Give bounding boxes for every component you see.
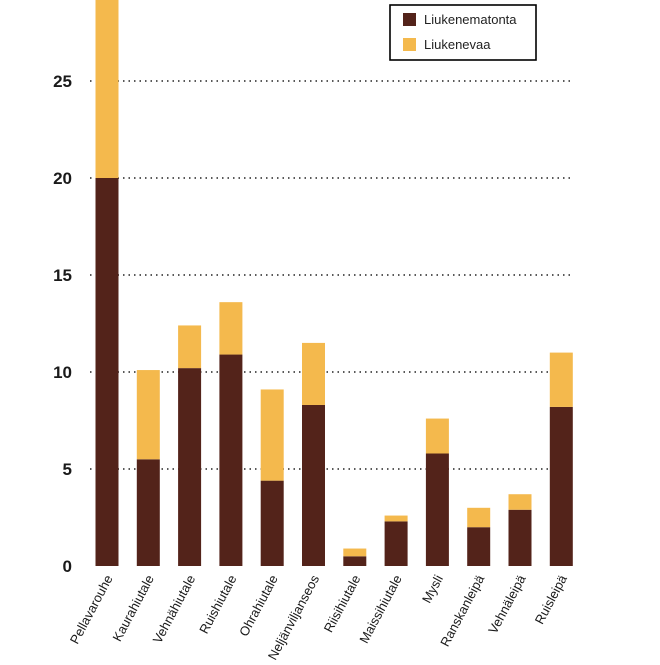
legend-swatch-liukenematonta (403, 13, 416, 26)
legend-label-liukenevaa: Liukenevaa (424, 37, 491, 52)
bar-segment-liukenematonta (508, 509, 532, 566)
bar-segment-liukenevaa (425, 418, 449, 454)
bar-segment-liukenematonta (425, 453, 449, 566)
bar-segment-liukenevaa (136, 370, 160, 460)
bar-segment-liukenematonta (467, 527, 491, 566)
bar-segment-liukenematonta (178, 368, 202, 566)
x-category-label: Pellavarouhe (67, 572, 116, 646)
bar-segment-liukenematonta (136, 459, 160, 566)
x-category-label: Riisihiutale (321, 572, 364, 635)
y-tick-label: 20 (53, 169, 72, 188)
bar-segment-liukenematonta (219, 354, 243, 566)
x-category-label: Vehnäleipä (485, 572, 529, 637)
bar-segment-liukenevaa (178, 325, 202, 369)
bar-segment-liukenematonta (95, 178, 119, 566)
x-category-label: Maissihiutale (356, 572, 405, 645)
bar-segment-liukenevaa (302, 342, 325, 405)
bar-segment-liukenematonta (384, 521, 408, 566)
x-category-label: Ruisleipä (532, 572, 571, 627)
y-tick-label: 0 (63, 557, 72, 576)
x-axis-labels: PellavarouheKaurahiutaleVehnähiutaleRuis… (67, 572, 571, 663)
bar-segment-liukenevaa (343, 548, 367, 557)
bars (95, 0, 573, 566)
bar-segment-liukenevaa (219, 302, 243, 355)
x-category-label: Vehnähiutale (150, 572, 199, 645)
legend-label-liukenematonta: Liukenematonta (424, 12, 517, 27)
bar-segment-liukenevaa (384, 515, 408, 522)
x-category-label: Mysli (419, 572, 446, 605)
x-category-label: Kaurahiutale (109, 572, 157, 643)
y-tick-label: 15 (53, 266, 72, 285)
x-category-label: Ruishiutale (196, 572, 239, 636)
bar-segment-liukenevaa (260, 389, 284, 481)
y-axis-ticks: 0 5 10 15 20 25 (53, 72, 72, 576)
bar-segment-liukenematonta (260, 480, 284, 566)
y-tick-label: 10 (53, 363, 72, 382)
bar-segment-liukenevaa (508, 494, 532, 510)
bar-segment-liukenematonta (549, 406, 573, 566)
x-category-label: Ohrahiutale (236, 572, 281, 638)
x-category-label: Ranskanleipä (437, 572, 488, 649)
legend-swatch-liukenevaa (403, 38, 416, 51)
bar-segment-liukenevaa (95, 0, 119, 178)
legend: Liukenematonta Liukenevaa (389, 4, 537, 61)
y-tick-label: 25 (53, 72, 72, 91)
bar-segment-liukenevaa (467, 507, 491, 528)
gridlines (90, 80, 570, 470)
bar-segment-liukenevaa (549, 352, 573, 407)
bar-segment-liukenematonta (343, 556, 367, 566)
bar-segment-liukenematonta (302, 404, 325, 566)
y-tick-label: 5 (63, 460, 72, 479)
